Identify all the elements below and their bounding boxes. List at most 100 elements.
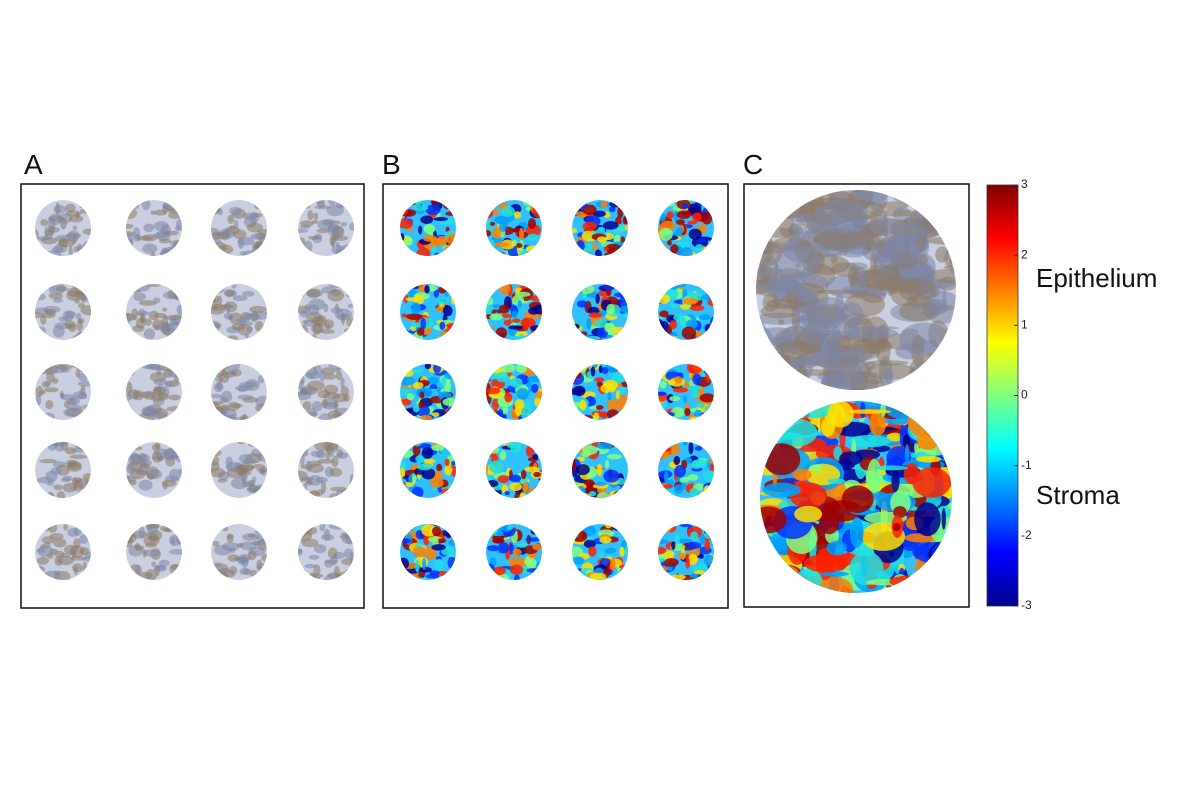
core-texture bbox=[231, 322, 246, 331]
core-texture bbox=[217, 231, 230, 240]
core-texture bbox=[827, 401, 854, 428]
annotation: Stroma bbox=[1036, 480, 1120, 510]
core-texture bbox=[692, 458, 708, 468]
core-texture bbox=[841, 485, 874, 514]
core-texture bbox=[308, 554, 320, 560]
core-texture bbox=[319, 370, 326, 382]
core-texture bbox=[803, 554, 849, 573]
tissue-core bbox=[486, 524, 542, 580]
core-texture bbox=[431, 444, 445, 452]
core-texture bbox=[152, 411, 168, 420]
core-texture bbox=[40, 219, 49, 227]
core-texture bbox=[510, 442, 521, 454]
core-texture bbox=[849, 551, 884, 586]
core-texture bbox=[411, 302, 421, 315]
core-texture bbox=[154, 209, 167, 216]
core-texture bbox=[55, 285, 68, 292]
tissue-core bbox=[211, 442, 267, 498]
core-texture bbox=[258, 468, 266, 475]
core-texture bbox=[522, 317, 530, 331]
core-texture bbox=[299, 387, 314, 395]
core-texture bbox=[53, 538, 67, 548]
core-texture bbox=[251, 540, 267, 546]
core-texture bbox=[673, 210, 678, 222]
core-texture bbox=[322, 398, 328, 409]
core-texture bbox=[500, 313, 513, 318]
core-texture bbox=[245, 313, 261, 321]
core-texture bbox=[492, 304, 501, 309]
core-texture bbox=[65, 310, 77, 319]
core-texture bbox=[504, 490, 510, 496]
core-texture bbox=[420, 215, 434, 224]
core-texture bbox=[683, 395, 688, 404]
core-texture bbox=[164, 315, 182, 321]
core-texture bbox=[572, 228, 578, 234]
core-texture bbox=[605, 459, 610, 469]
core-texture bbox=[48, 225, 56, 236]
core-texture bbox=[819, 512, 840, 535]
core-texture bbox=[431, 526, 442, 537]
core-texture bbox=[522, 482, 529, 493]
core-texture bbox=[229, 206, 242, 216]
core-texture bbox=[791, 227, 824, 234]
core-texture bbox=[246, 326, 253, 332]
core-texture bbox=[424, 364, 432, 370]
core-texture bbox=[878, 201, 909, 210]
core-texture bbox=[509, 564, 524, 575]
core-texture bbox=[596, 492, 610, 498]
core-texture bbox=[310, 573, 324, 578]
core-texture bbox=[488, 460, 505, 474]
core-texture bbox=[65, 459, 78, 467]
core-texture bbox=[524, 466, 540, 472]
core-texture bbox=[406, 313, 423, 320]
core-texture bbox=[320, 329, 335, 334]
core-texture bbox=[400, 398, 412, 406]
core-texture bbox=[689, 305, 705, 311]
core-texture bbox=[311, 316, 325, 326]
core-texture bbox=[241, 290, 255, 297]
core-texture bbox=[326, 204, 344, 217]
core-texture bbox=[867, 458, 882, 494]
core-texture bbox=[673, 455, 681, 465]
core-texture bbox=[170, 536, 176, 546]
core-texture bbox=[687, 553, 698, 566]
core-texture bbox=[582, 221, 597, 232]
core-texture bbox=[144, 405, 156, 417]
core-texture bbox=[43, 234, 54, 240]
core-texture bbox=[237, 542, 244, 548]
core-texture bbox=[434, 558, 444, 572]
core-texture bbox=[142, 391, 157, 400]
core-texture bbox=[340, 386, 350, 396]
core-texture bbox=[325, 449, 331, 461]
core-texture bbox=[143, 223, 155, 233]
core-texture bbox=[80, 305, 91, 316]
core-texture bbox=[874, 239, 880, 267]
core-texture bbox=[419, 414, 433, 420]
core-texture bbox=[669, 395, 681, 402]
core-texture bbox=[509, 474, 522, 483]
core-texture bbox=[691, 389, 700, 399]
core-texture bbox=[440, 376, 447, 386]
core-texture bbox=[534, 396, 541, 407]
core-texture bbox=[658, 552, 667, 560]
core-texture bbox=[235, 385, 253, 392]
core-texture bbox=[153, 221, 169, 232]
core-texture bbox=[676, 210, 692, 220]
core-texture bbox=[148, 532, 159, 543]
core-texture bbox=[69, 214, 84, 223]
core-texture bbox=[495, 371, 509, 383]
core-texture bbox=[573, 385, 586, 397]
core-texture bbox=[67, 323, 77, 332]
core-texture bbox=[136, 235, 154, 241]
core-texture bbox=[428, 284, 437, 292]
colorbar-tick-label: 2 bbox=[1021, 247, 1028, 261]
core-texture bbox=[48, 213, 63, 226]
core-texture bbox=[227, 214, 235, 224]
core-texture bbox=[886, 274, 899, 295]
core-texture bbox=[794, 292, 822, 320]
core-texture bbox=[238, 462, 254, 473]
core-texture bbox=[422, 234, 438, 242]
core-texture bbox=[891, 222, 928, 242]
core-texture bbox=[56, 491, 66, 498]
core-texture bbox=[140, 315, 146, 324]
